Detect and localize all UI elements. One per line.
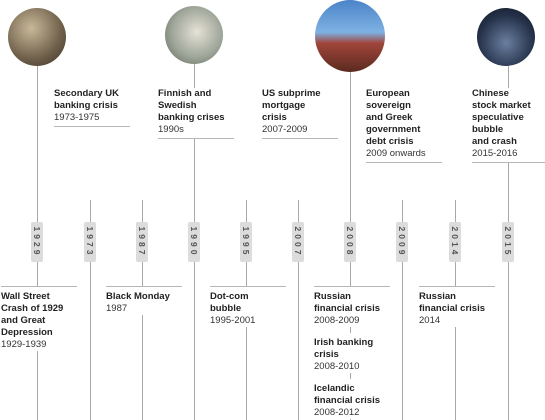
event-title: Finnish and Swedish banking crises: [158, 88, 234, 124]
title-line: bubble: [210, 303, 242, 314]
event-title: Secondary UK banking crisis: [54, 88, 130, 112]
year-label: 2007: [293, 226, 303, 258]
title-line: Russian: [419, 291, 456, 302]
year-marker: 2014: [449, 222, 461, 262]
year-label: 1929: [32, 226, 42, 258]
event-title: Black Monday: [106, 291, 182, 303]
event-period: 2008-2009: [314, 315, 360, 326]
photo: [8, 8, 66, 66]
title-line: Dot-com: [210, 291, 249, 302]
timeline-line: [90, 200, 91, 420]
year-marker: 1995: [240, 222, 252, 262]
title-line: bubble: [472, 124, 504, 135]
event: Irish banking crisis 2008-2010: [314, 333, 390, 373]
title-line: Crash of 1929: [1, 303, 64, 314]
title-line: banking crisis: [54, 100, 118, 111]
timeline-line: [298, 200, 299, 420]
year-label: 1995: [241, 226, 251, 258]
year-label: 1990: [189, 226, 199, 258]
title-line: speculative: [472, 112, 524, 123]
title-line: stock market: [472, 100, 531, 111]
event-period: 1987: [106, 303, 128, 314]
title-line: government: [366, 124, 421, 135]
year-marker: 2015: [502, 222, 514, 262]
title-line: and crash: [472, 136, 517, 147]
event-period: 2014: [419, 315, 441, 326]
event-period: 2007-2009: [262, 124, 308, 135]
event-title: Dot-com bubble: [210, 291, 286, 315]
event-period: 2008-2010: [314, 361, 360, 372]
title-line: Secondary UK: [54, 88, 119, 99]
event-period: 1995-2001: [210, 315, 256, 326]
event: Wall Street Crash of 1929 and Great Depress…: [1, 286, 77, 351]
title-line: financial crisis: [314, 303, 381, 314]
title-line: crisis: [262, 112, 287, 123]
event-period: 2015-2016: [472, 148, 518, 159]
event: Russian financial crisis 2014: [419, 286, 495, 327]
year-label: 1987: [137, 226, 147, 258]
title-line: Russian: [314, 291, 351, 302]
year-marker: 1973: [84, 222, 96, 262]
event: Russian financial crisis 2008-2009: [314, 286, 390, 327]
title-line: US subprime: [262, 88, 321, 99]
year-marker: 2009: [396, 222, 408, 262]
event-title: Chinese stock market speculative bubble and …: [472, 88, 545, 148]
event: US subprime mortgage crisis 2007-2009: [262, 88, 338, 139]
event: Dot-com bubble 1995-2001: [210, 286, 286, 327]
event: Secondary UK banking crisis 1973-1975: [54, 88, 130, 127]
title-line: banking crises: [158, 112, 225, 123]
event-period: 2008-2012: [314, 407, 360, 418]
event: European sovereign and Greek government debt…: [366, 88, 442, 163]
event-period: 1973-1975: [54, 112, 100, 123]
photo: [477, 8, 535, 66]
event-title: Russian financial crisis: [314, 291, 390, 315]
event-title: Wall Street Crash of 1929 and Great Depress…: [1, 291, 77, 339]
event: Black Monday 1987: [106, 286, 182, 315]
year-label: 2009: [397, 226, 407, 258]
event-title: European sovereign and Greek government debt…: [366, 88, 442, 148]
event: Chinese stock market speculative bubble and …: [472, 88, 545, 163]
year-label: 2015: [503, 226, 513, 258]
photo: [315, 0, 385, 72]
title-line: and Greek: [366, 112, 413, 123]
year-marker: 1990: [188, 222, 200, 262]
title-line: financial crisis: [314, 395, 381, 406]
year-label: 2008: [345, 226, 355, 258]
event-period: 1929-1939: [1, 339, 47, 350]
year-marker: 2008: [344, 222, 356, 262]
title-line: and Great: [1, 315, 46, 326]
timeline-line: [402, 200, 403, 420]
title-line: Wall Street: [1, 291, 50, 302]
title-line: Black Monday: [106, 291, 170, 302]
event-title: Irish banking crisis: [314, 337, 390, 361]
title-line: Irish banking: [314, 337, 374, 348]
event-period: 2009 onwards: [366, 148, 426, 159]
title-line: Finnish and: [158, 88, 212, 99]
event-period: 1990s: [158, 124, 184, 135]
event: Icelandic financial crisis 2008-2012: [314, 379, 390, 419]
event-title: Icelandic financial crisis: [314, 383, 390, 407]
title-line: European: [366, 88, 410, 99]
title-line: financial crisis: [419, 303, 486, 314]
year-label: 2014: [450, 226, 460, 258]
year-marker: 2007: [292, 222, 304, 262]
title-line: mortgage: [262, 100, 306, 111]
event-title: Russian financial crisis: [419, 291, 495, 315]
title-line: Chinese: [472, 88, 509, 99]
title-line: debt crisis: [366, 136, 414, 147]
year-label: 1973: [85, 226, 95, 258]
photo: [165, 6, 223, 64]
title-line: Icelandic: [314, 383, 355, 394]
event-title: US subprime mortgage crisis: [262, 88, 338, 124]
year-marker: 1929: [31, 222, 43, 262]
title-line: sovereign: [366, 100, 411, 111]
title-line: Depression: [1, 327, 53, 338]
event: Finnish and Swedish banking crises 1990s: [158, 88, 234, 139]
title-line: crisis: [314, 349, 339, 360]
year-marker: 1987: [136, 222, 148, 262]
title-line: Swedish: [158, 100, 197, 111]
